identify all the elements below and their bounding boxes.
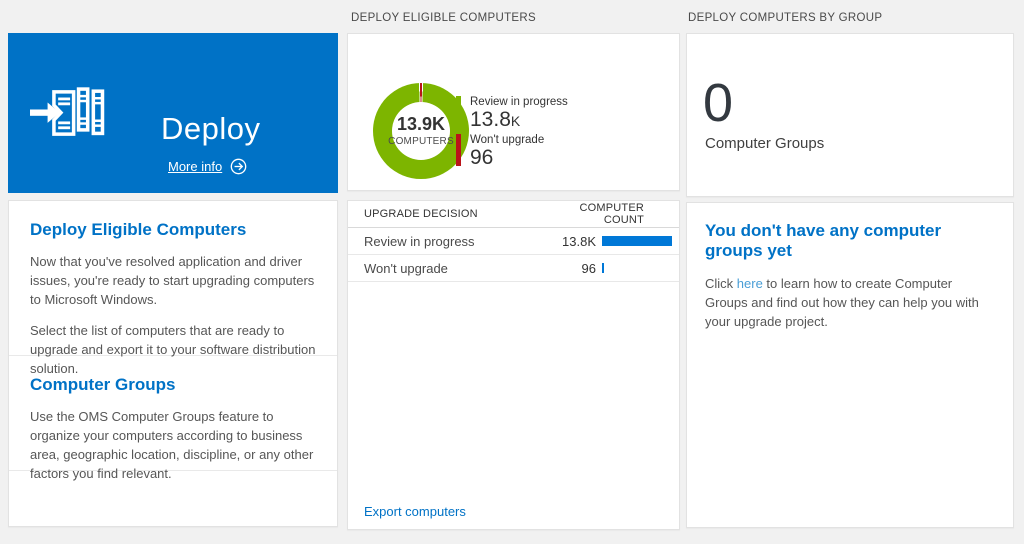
computer-groups-empty-section: You don't have any computer groups yet C… [687,203,1013,331]
legend-item-wont-upgrade: Won't upgrade 96 [456,134,568,170]
computer-groups-paragraph: Use the OMS Computer Groups feature to o… [30,409,314,482]
column-header-computers-by-group: DEPLOY COMPUTERS BY GROUP [688,12,883,24]
table-row[interactable]: Won't upgrade 96 [348,255,679,282]
computer-groups-count-label: Computer Groups [705,135,825,152]
table-header-computer-count: COMPUTER COUNT [579,202,644,226]
table-row[interactable]: Review in progress 13.8K [348,228,679,255]
row-count: 13.8K [562,233,596,249]
no-computer-groups-paragraph: Click here to learn how to create Comput… [705,275,979,329]
computer-groups-empty-card: You don't have any computer groups yet C… [686,202,1014,528]
deploy-eligible-computers-section: Deploy Eligible Computers Now that you'v… [9,201,337,376]
legend-label: Review in progress [470,96,568,108]
row-bar-area [596,263,672,273]
legend-swatch-green [456,96,461,128]
deploy-eligible-paragraph-1: Now that you've resolved application and… [30,254,315,308]
row-label: Review in progress [364,233,475,249]
computer-groups-section: Computer Groups Use the OMS Computer Gro… [9,356,337,481]
row-count: 96 [581,260,596,276]
deploy-eligible-computers-heading: Deploy Eligible Computers [30,220,247,239]
deploy-arrow-books-icon [30,85,106,146]
donut-center-value: 13.9K [396,114,446,134]
row-bar-area [596,236,672,246]
upgrade-decision-table-card: UPGRADE DECISION COMPUTER COUNT Review i… [347,200,680,530]
more-info-label: More info [168,159,223,174]
legend-item-review-in-progress: Review in progress 13.8K [456,96,568,132]
column-header-eligible-computers: DEPLOY ELIGIBLE COMPUTERS [351,12,536,24]
deploy-info-card: Deploy Eligible Computers Now that you'v… [8,200,338,527]
tile-title: Deploy [161,111,261,146]
count-bar-fill [602,263,604,273]
legend-label: Won't upgrade [470,134,545,146]
export-computers-link[interactable]: Export computers [364,504,466,519]
arrow-right-circle-icon [230,158,247,175]
computer-groups-count: 0 [703,73,734,133]
deploy-tile[interactable]: Deploy More info [8,33,338,193]
eligible-computers-donut-card: 13.9K COMPUTERS Review in progress 13.8K… [347,33,680,191]
row-label: Won't upgrade [364,260,448,276]
computer-groups-heading: Computer Groups [30,375,176,394]
computer-groups-count-card: 0 Computer Groups [686,33,1014,197]
table-header-row: UPGRADE DECISION COMPUTER COUNT [348,201,679,228]
table-header-upgrade-decision: UPGRADE DECISION [364,208,478,220]
here-link[interactable]: here [736,275,763,291]
donut-center: 13.9K COMPUTERS [388,102,454,160]
donut-chart[interactable]: 13.9K COMPUTERS [373,83,469,179]
donut-legend: Review in progress 13.8K Won't upgrade 9… [456,96,568,172]
no-computer-groups-heading: You don't have any computer groups yet [705,221,942,261]
donut-center-label: COMPUTERS [388,136,454,147]
deploy-eligible-paragraph-2: Select the list of computers that are re… [30,323,316,377]
legend-value: 96 [470,146,494,169]
legend-value: 13.8K [470,108,521,131]
more-info-link[interactable]: More info [168,158,247,175]
legend-swatch-red [456,134,461,166]
count-bar-fill [602,236,672,246]
